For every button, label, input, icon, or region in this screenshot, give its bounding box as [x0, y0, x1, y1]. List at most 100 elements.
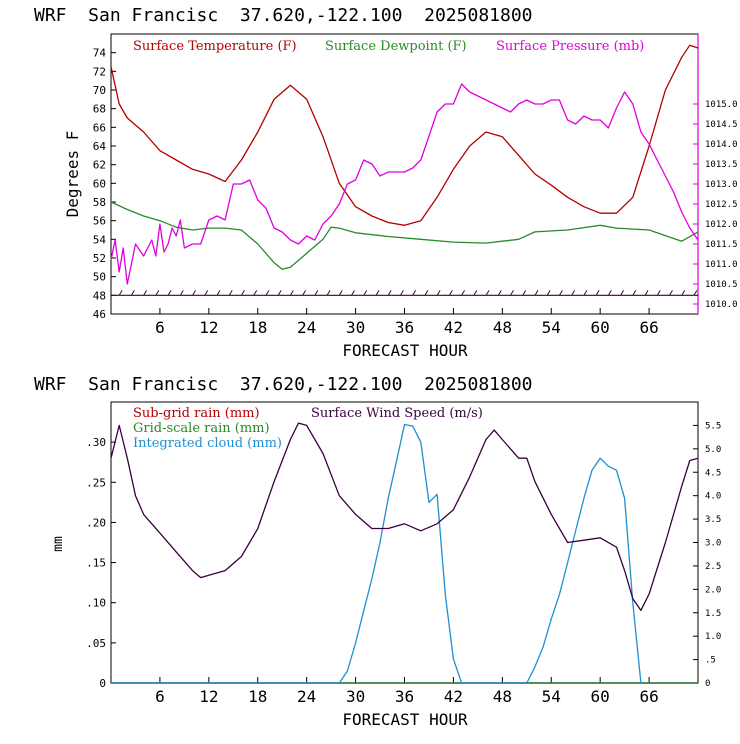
x-tick-label: 30	[346, 687, 365, 706]
y-tick-label: 46	[93, 308, 106, 321]
wind-barb	[534, 290, 539, 296]
y-tick-label: .20	[86, 516, 106, 529]
x-tick-label: 42	[444, 687, 463, 706]
legend-gridscale-rain: Grid-scale rain (mm)	[133, 421, 270, 436]
top-chart-panel: 6 12 18 24 30 36 42 48 54 60 66 46 48 50 52 54 56 58 60 62 6…	[63, 33, 738, 360]
wind-barb	[632, 290, 637, 296]
y2-tick-label: 5.0	[705, 445, 721, 455]
y2-tick-label: .5	[705, 656, 716, 666]
wind-barb	[326, 290, 331, 296]
legend-subgrid-rain: Sub-grid rain (mm)	[133, 406, 260, 421]
y-tick-label: 74	[93, 47, 107, 60]
wind-barb	[607, 290, 612, 296]
y-tick-label: 64	[93, 140, 107, 153]
x-tick-label: 18	[248, 687, 267, 706]
wind-barb	[644, 290, 649, 296]
y2-tick-label: 2.0	[705, 585, 721, 595]
wind-barb	[375, 290, 380, 296]
y2-tick-label: 3.5	[705, 515, 721, 525]
y-tick-label: 52	[93, 252, 106, 265]
y-tick-label: 60	[93, 177, 106, 190]
legend-surface-wind-speed: Surface Wind Speed (m/s)	[311, 406, 483, 421]
wind-barb	[338, 290, 343, 296]
wind-barb	[399, 290, 404, 296]
wind-barb	[546, 290, 551, 296]
x-tick-label: 54	[542, 687, 561, 706]
y-tick-label: 50	[93, 271, 106, 284]
top-y-axis-label: Degrees F	[63, 131, 82, 218]
y-tick-label: 48	[93, 289, 106, 302]
legend-integrated-cloud: Integrated cloud (mm)	[133, 436, 282, 451]
wind-barb	[289, 290, 294, 296]
wind-barb	[595, 290, 600, 296]
x-tick-label: 24	[297, 687, 316, 706]
wind-barb	[558, 290, 563, 296]
y-tick-label: 56	[93, 215, 106, 228]
x-tick-label: 18	[248, 318, 267, 337]
y2-tick-label: 4.0	[705, 492, 721, 502]
y-tick-label: .05	[86, 637, 106, 650]
series-line-integrated-cloud	[111, 423, 642, 684]
x-tick-label: 54	[542, 318, 561, 337]
wind-barb	[387, 290, 392, 296]
series-line-surface-dewpoint	[110, 201, 699, 270]
wind-barb	[118, 290, 123, 296]
wind-barb	[571, 290, 576, 296]
wind-barbs	[111, 290, 698, 296]
y2-tick-label: 1010.5	[705, 280, 738, 290]
y2-tick-label: 1.0	[705, 632, 721, 642]
y2-tick-label: 1013.5	[705, 160, 738, 170]
y-tick-label: 62	[93, 159, 106, 172]
x-tick-label: 42	[444, 318, 463, 337]
wind-barb	[179, 290, 184, 296]
y2-tick-label: 1012.5	[705, 200, 738, 210]
y-tick-label: 68	[93, 103, 106, 116]
series-line-surface-temperature	[110, 44, 699, 226]
bottom-chart-panel: 6 12 18 24 30 36 42 48 54 60 66 0 .05 .10 .15 .20 .25 .30…	[51, 401, 721, 729]
x-tick-label: 6	[155, 687, 165, 706]
wind-barb	[412, 290, 417, 296]
y-tick-label: .15	[86, 557, 106, 570]
y2-tick-label: 1012.0	[705, 220, 738, 230]
legend-surface-dewpoint: Surface Dewpoint (F)	[325, 39, 467, 54]
y2-tick-label: 1.5	[705, 609, 721, 619]
x-tick-label: 60	[591, 687, 610, 706]
top-panel-title: WRF San Francisc 37.620,-122.100 2025081…	[34, 5, 533, 26]
y2-tick-label: 1013.0	[705, 180, 738, 190]
wind-barb	[681, 290, 686, 296]
wind-barb	[510, 290, 514, 296]
y-tick-label: 54	[93, 233, 107, 246]
series-line-surface-wind-speed	[110, 422, 699, 612]
bottom-y-axis-label: mm	[51, 536, 66, 552]
y2-tick-label: 1014.5	[705, 120, 738, 130]
y2-tick-label: 0	[705, 679, 710, 689]
wind-barb	[216, 290, 221, 296]
x-tick-label: 12	[199, 687, 218, 706]
bottom-panel-title: WRF San Francisc 37.620,-122.100 2025081…	[34, 374, 533, 395]
y2-tick-label: 5.5	[705, 421, 721, 431]
wind-barb	[130, 290, 135, 296]
wind-barb	[461, 290, 465, 296]
x-tick-label: 36	[395, 318, 414, 337]
wind-barb	[497, 290, 502, 296]
wind-barb	[473, 290, 478, 296]
wind-barb	[424, 290, 429, 296]
y-tick-label: 72	[93, 65, 106, 78]
y2-tick-label: 1014.0	[705, 140, 738, 150]
wind-barb	[143, 290, 148, 296]
wind-barb	[583, 290, 588, 296]
wind-barb	[693, 290, 698, 296]
wind-barb	[669, 290, 673, 296]
wind-barb	[167, 290, 172, 296]
legend-surface-pressure: Surface Pressure (mb)	[496, 39, 644, 54]
wind-barb	[265, 290, 270, 296]
wind-barb	[351, 290, 355, 296]
y-tick-label: .25	[86, 476, 106, 489]
y2-tick-label: 2.5	[705, 562, 721, 572]
wind-barb	[277, 290, 282, 296]
wind-barb	[363, 290, 368, 296]
y2-tick-label: 4.5	[705, 468, 721, 478]
wind-barb	[253, 290, 258, 296]
series-line-surface-pressure	[110, 83, 699, 285]
